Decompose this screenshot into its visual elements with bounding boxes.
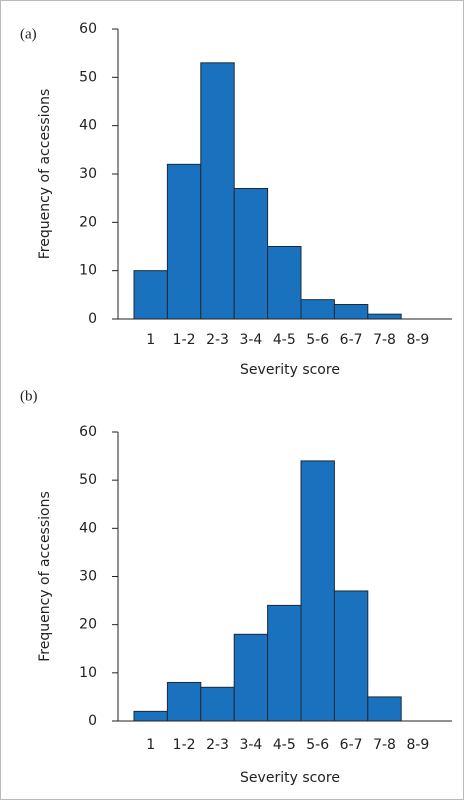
x-tick-label: 2-3 [206,332,229,348]
bar [200,686,235,722]
x-tick-label: 1 [146,332,155,348]
x-tick-label: 7-8 [373,737,396,753]
y-tick-label: 0 [88,713,97,729]
x-tick-label: 8-9 [406,737,429,753]
x-tick-label: 5-6 [306,737,329,753]
x-tick-label: 7-8 [373,332,396,348]
x-tick-label: 4-5 [273,737,296,753]
panel-label: (a) [20,26,37,42]
x-tick-label: 3-4 [239,737,262,753]
bar [166,681,202,722]
bar [300,460,335,722]
x-tick-label: 2-3 [206,737,229,753]
y-tick-label: 0 [88,311,97,327]
x-tick-label: 1-2 [173,332,196,348]
x-tick-label: 5-6 [306,332,329,348]
x-tick-label: 3-4 [239,332,262,348]
x-tick-label: 1-2 [173,737,196,753]
x-tick-label: 1 [146,737,155,753]
y-tick-label: 30 [79,569,97,585]
bar [267,246,302,320]
y-tick-label: 50 [79,472,97,488]
bar [233,188,269,320]
y-tick-label: 40 [79,520,97,536]
y-axis-title: Frequency of accessions [37,89,53,260]
y-tick-label: 40 [79,118,97,134]
y-tick-label: 20 [79,214,97,230]
y-axis-title: Frequency of accessions [37,491,53,662]
y-tick-label: 60 [79,424,97,440]
bar [300,299,335,320]
y-tick-label: 30 [79,166,97,182]
x-tick-label: 8-9 [406,332,429,348]
bar [200,62,235,320]
bar [367,313,402,320]
bar [333,304,369,320]
bar [133,710,168,722]
panel-label: (b) [20,388,38,404]
x-axis-title: Severity score [240,362,340,378]
x-axis-title: Severity score [240,770,340,786]
bar [133,270,168,320]
y-tick-label: 10 [79,263,97,279]
bar [233,633,269,722]
bar [267,604,302,722]
x-tick-label: 6-7 [340,332,363,348]
x-tick-label: 4-5 [273,332,296,348]
bar [166,163,202,320]
bar [367,696,402,722]
y-tick-label: 60 [79,21,97,37]
y-tick-label: 10 [79,665,97,681]
y-tick-label: 50 [79,69,97,85]
y-tick-label: 20 [79,617,97,633]
bar [333,590,369,722]
x-tick-label: 6-7 [340,737,363,753]
